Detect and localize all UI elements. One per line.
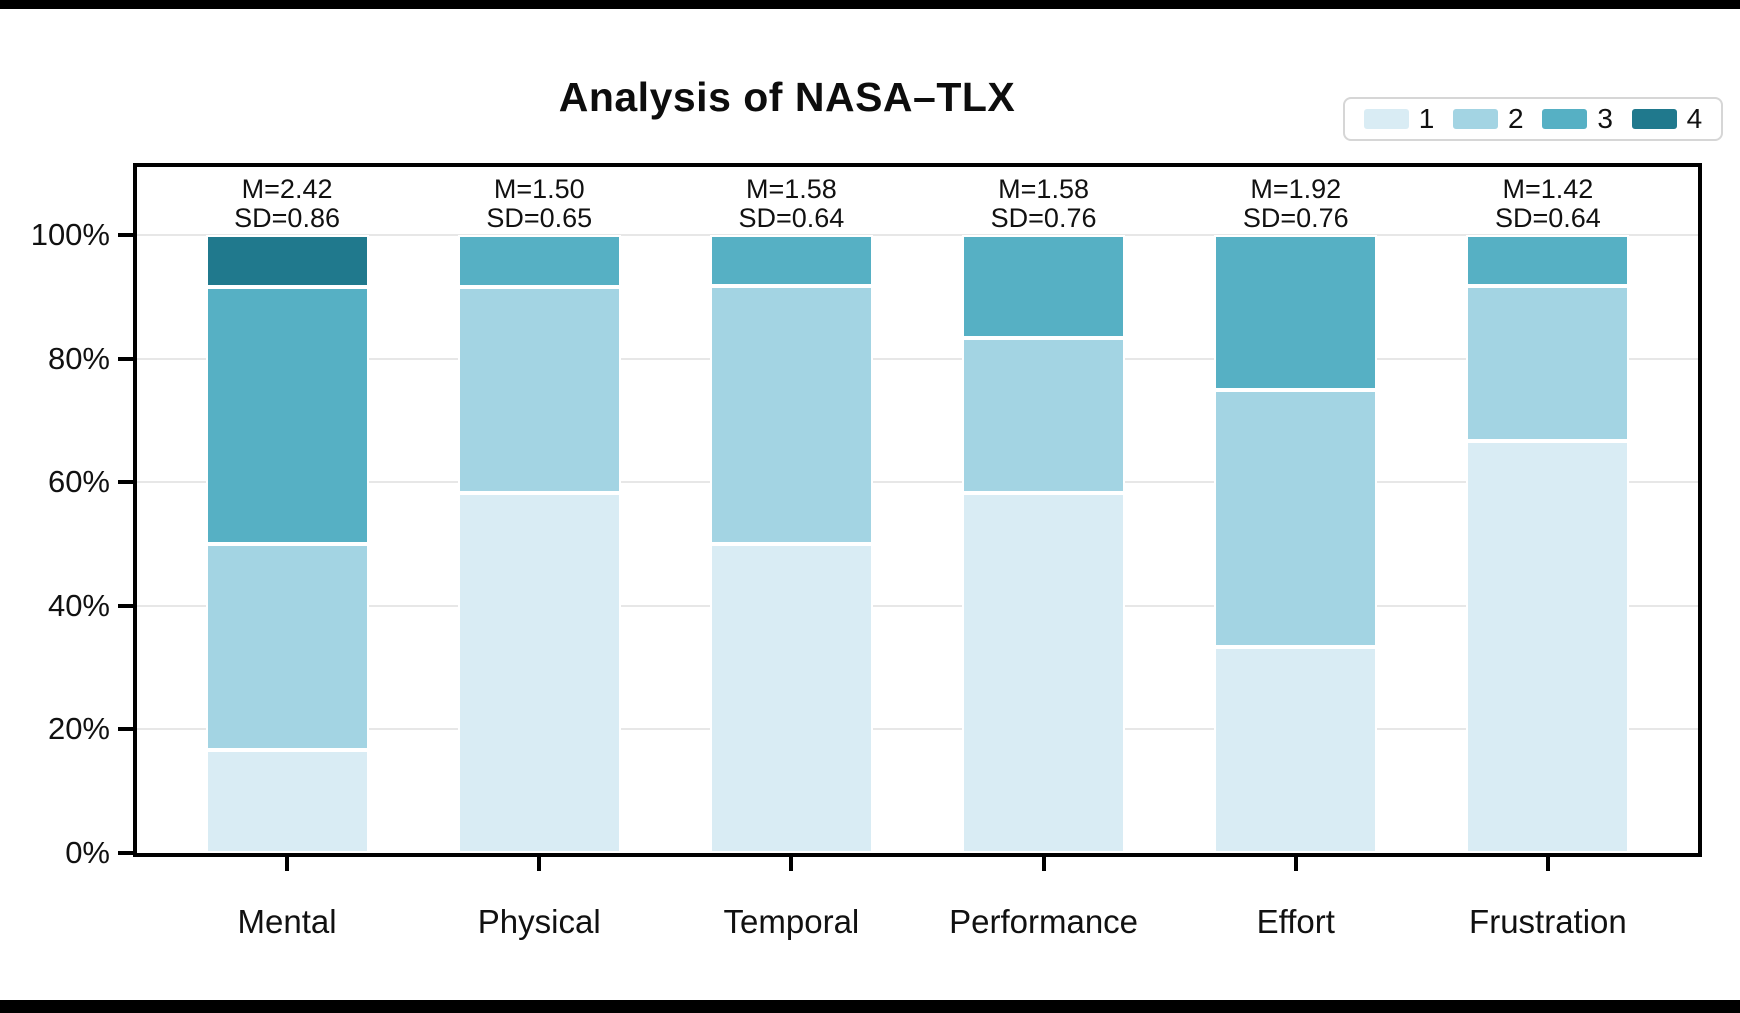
x-axis-tick-performance bbox=[1041, 857, 1046, 871]
gridline-100% bbox=[137, 234, 1698, 236]
legend-swatch-2 bbox=[1453, 109, 1499, 129]
mean-value: M=1.92 bbox=[1250, 174, 1342, 204]
bar-stats-effort: M=1.92 SD=0.76 bbox=[1170, 175, 1422, 233]
bar-segment-rating-4 bbox=[205, 235, 369, 287]
chart-title: Analysis of NASA–TLX bbox=[558, 74, 1016, 120]
bar-segment-rating-3 bbox=[1214, 235, 1378, 390]
x-axis-tick-temporal bbox=[789, 857, 794, 871]
x-axis-tick-frustration bbox=[1545, 857, 1550, 871]
stacked-bar-effort bbox=[1214, 235, 1378, 853]
top-letterbox-bar bbox=[0, 0, 1740, 9]
legend-swatch-3 bbox=[1542, 109, 1588, 129]
bar-segment-rating-1 bbox=[457, 492, 621, 853]
legend-label-1: 1 bbox=[1418, 103, 1435, 134]
bar-segment-rating-1 bbox=[1466, 440, 1630, 853]
gridline-40% bbox=[137, 604, 1698, 607]
x-axis-label-frustration: Frustration bbox=[1469, 903, 1627, 940]
y-axis-label: 40% bbox=[47, 587, 110, 623]
bar-segment-rating-1 bbox=[1214, 647, 1378, 853]
bar-segment-rating-3 bbox=[962, 235, 1126, 339]
legend-swatch-4 bbox=[1631, 109, 1677, 129]
bar-segment-rating-1 bbox=[709, 544, 873, 853]
legend-swatch-1 bbox=[1363, 109, 1409, 129]
y-axis-tick-100% bbox=[118, 233, 133, 237]
x-axis-label-physical: Physical bbox=[477, 903, 601, 940]
mean-value: M=1.42 bbox=[1502, 174, 1594, 204]
stacked-bar-performance bbox=[962, 235, 1126, 853]
stacked-bar-temporal bbox=[709, 235, 873, 853]
legend-label-4: 4 bbox=[1686, 103, 1703, 134]
plot-area: M=2.42 SD=0.86 M=1.50 SD=0.65 M=1.58 SD=0.64 M… bbox=[133, 163, 1702, 857]
legend-item-3: 3 bbox=[1542, 105, 1613, 133]
sd-value: SD=0.86 bbox=[234, 203, 340, 233]
sd-value: SD=0.76 bbox=[990, 203, 1097, 233]
legend-item-1: 1 bbox=[1363, 103, 1435, 134]
y-axis-tick-80% bbox=[118, 356, 133, 361]
bar-segment-rating-2 bbox=[709, 286, 873, 544]
bar-segment-rating-2 bbox=[1214, 389, 1378, 648]
y-axis-tick-60% bbox=[118, 480, 133, 485]
sd-value: SD=0.64 bbox=[738, 203, 845, 233]
bar-segment-rating-3 bbox=[1466, 235, 1630, 287]
bar-stats-mental: M=2.42 SD=0.86 bbox=[161, 175, 413, 233]
bar-stats-physical: M=1.50 SD=0.65 bbox=[413, 175, 665, 233]
sd-value: SD=0.65 bbox=[486, 203, 593, 233]
x-axis-tick-mental bbox=[285, 857, 290, 871]
sd-value: SD=0.76 bbox=[1242, 203, 1349, 233]
mean-value: M=2.42 bbox=[241, 174, 333, 204]
gridline-20% bbox=[137, 728, 1698, 731]
bar-stats-frustration: M=1.42 SD=0.64 bbox=[1422, 175, 1674, 233]
y-axis-label: 60% bbox=[47, 464, 110, 500]
bar-segment-rating-1 bbox=[205, 749, 369, 853]
stacked-bar-frustration bbox=[1466, 235, 1630, 853]
stacked-bar-mental bbox=[205, 235, 369, 853]
bar-segment-rating-2 bbox=[1466, 286, 1630, 441]
bar-segment-rating-3 bbox=[457, 235, 621, 287]
x-axis-label-performance: Performance bbox=[949, 903, 1139, 940]
legend-label-3: 3 bbox=[1597, 103, 1613, 134]
bar-segment-rating-2 bbox=[205, 544, 369, 750]
bar-segment-rating-3 bbox=[205, 286, 369, 545]
mean-value: M=1.58 bbox=[998, 174, 1089, 204]
y-axis-label: 80% bbox=[47, 340, 110, 376]
mean-value: M=1.50 bbox=[493, 174, 585, 204]
stacked-bar-physical bbox=[457, 235, 621, 853]
x-axis-tick-physical bbox=[537, 857, 542, 871]
gridline-60% bbox=[137, 481, 1698, 484]
bar-stats-performance: M=1.58 SD=0.76 bbox=[918, 175, 1170, 233]
legend-label-2: 2 bbox=[1508, 103, 1524, 134]
bar-segment-rating-2 bbox=[962, 338, 1126, 493]
legend-item-2: 2 bbox=[1453, 105, 1524, 133]
y-axis-label: 100% bbox=[30, 217, 110, 252]
gridline-80% bbox=[137, 357, 1698, 360]
x-axis-label-temporal: Temporal bbox=[723, 903, 860, 940]
x-axis-tick-effort bbox=[1293, 857, 1298, 871]
bar-segment-rating-3 bbox=[709, 235, 873, 287]
y-axis-tick-20% bbox=[118, 727, 133, 732]
sd-value: SD=0.64 bbox=[1494, 203, 1601, 233]
x-axis-label-mental: Mental bbox=[237, 903, 337, 940]
legend-item-4: 4 bbox=[1631, 103, 1703, 134]
bar-segment-rating-1 bbox=[962, 492, 1126, 853]
x-axis-label-effort: Effort bbox=[1256, 903, 1335, 940]
y-axis-label: 20% bbox=[47, 711, 110, 747]
legend: 1 2 3 4 bbox=[1343, 97, 1723, 141]
bottom-letterbox-bar bbox=[0, 1000, 1740, 1013]
y-axis-label: 0% bbox=[65, 835, 110, 870]
bar-segment-rating-2 bbox=[457, 286, 621, 493]
mean-value: M=1.58 bbox=[746, 174, 837, 204]
y-axis-tick-40% bbox=[118, 603, 133, 608]
bar-stats-temporal: M=1.58 SD=0.64 bbox=[665, 175, 917, 233]
y-axis-tick-0% bbox=[118, 851, 133, 855]
